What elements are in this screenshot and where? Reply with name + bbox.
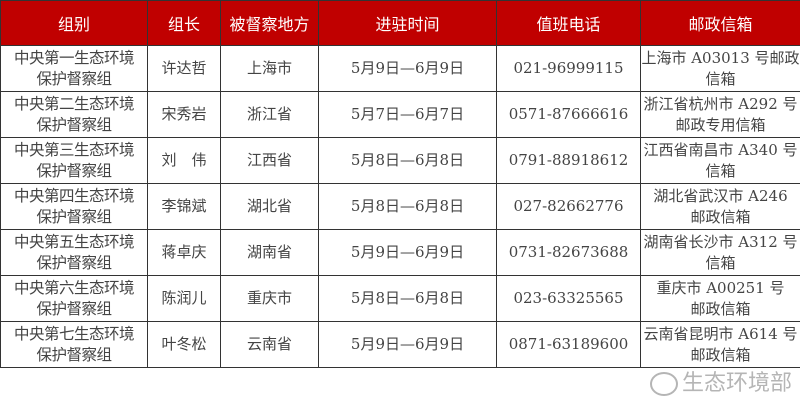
group-cell-line: 保护督察组 xyxy=(36,161,112,180)
mailbox-cell-line: 上海市 A03013 号邮政 xyxy=(641,48,800,67)
group-cell-line: 中央第五生态环境 xyxy=(13,232,135,251)
group-cell-line: 保护督察组 xyxy=(36,345,112,364)
table-row: 中央第七生态环境 保护督察组 叶冬松 云南省 5月9日—6月9日 0871-6318960… xyxy=(0,321,800,368)
place-cell: 重庆市 xyxy=(220,275,319,322)
table-row: 中央第三生态环境 保护督察组刘 伟江西省 5月8日—6月8日 0791-8891861… xyxy=(0,137,800,184)
group-cell: 中央第一生态环境 保护督察组 xyxy=(0,45,148,92)
mailbox-cell: 湖南省长沙市 A312 号信箱 xyxy=(640,229,800,276)
table-row: 中央第六生态环境 保护督察组 陈润儿 重庆市 5月8日—6月8日 023-63325565… xyxy=(0,275,800,322)
time-cell: 5月8日—6月8日 xyxy=(318,275,497,322)
mailbox-cell-line: 邮政信箱 xyxy=(690,345,751,364)
phone-cell: 021-96999115 xyxy=(496,45,641,92)
group-cell-line: 保护督察组 xyxy=(36,115,112,134)
group-cell-line: 中央第二生态环境 xyxy=(13,94,135,113)
weibo-logo-icon xyxy=(649,372,678,396)
mailbox-cell-line: 信箱 xyxy=(705,253,736,272)
mailbox-cell-line: 邮政信箱 xyxy=(690,207,751,226)
mailbox-cell-line: 浙江省杭州市 A292 号 xyxy=(643,94,798,113)
group-cell-line: 保护督察组 xyxy=(36,207,112,226)
header-leader: 组长 xyxy=(147,0,221,46)
group-cell: 中央第七生态环境 保护督察组 xyxy=(0,321,148,368)
mailbox-cell-line: 湖北省武汉市 A246 xyxy=(653,186,788,205)
mailbox-cell-line: 邮政信箱 xyxy=(690,299,751,318)
table-row: 中央第二生态环境 保护督察组 宋秀岩 浙江省 5月7日—6月7日 0571-8766661… xyxy=(0,91,800,138)
table-row: 中央第五生态环境 保护督察组 蒋卓庆 湖南省 5月9日—6月9日 0731-8267368… xyxy=(0,229,800,276)
leader-cell: 刘 伟 xyxy=(147,137,221,184)
mailbox-cell-line: 邮政专用信箱 xyxy=(675,115,766,134)
group-cell: 中央第四生态环境 保护督察组 xyxy=(0,183,148,230)
group-cell: 中央第二生态环境 保护督察组 xyxy=(0,91,148,138)
table-row: 中央第四生态环境 保护督察组 李锦斌 湖北省 5月8日—6月8日 027-82662776… xyxy=(0,183,800,230)
supervision-table: 组别 组长 被督察地方 进驻时间 值班电话 邮政信箱 中央第一生态环境 保护督察组… xyxy=(0,0,800,368)
mailbox-cell: 重庆市 A00251 号邮政信箱 xyxy=(640,275,800,322)
mailbox-cell-line: 云南省昆明市 A614 号 xyxy=(643,324,798,343)
place-cell: 云南省 xyxy=(220,321,319,368)
group-cell: 中央第三生态环境 保护督察组 xyxy=(0,137,148,184)
header-place: 被督察地方 xyxy=(220,0,319,46)
phone-cell: 0871-63189600 xyxy=(496,321,641,368)
mailbox-cell-line: 信箱 xyxy=(705,161,736,180)
phone-cell: 0791-88918612 xyxy=(496,137,641,184)
group-cell: 中央第五生态环境 保护督察组 xyxy=(0,229,148,276)
watermark-text: 生态环境部 xyxy=(681,371,792,396)
header-time: 进驻时间 xyxy=(318,0,497,46)
phone-cell: 0731-82673688 xyxy=(496,229,641,276)
mailbox-cell-line: 江西省南昌市 A340 号 xyxy=(643,140,798,159)
leader-cell: 许达哲 xyxy=(147,45,221,92)
place-cell: 江西省 xyxy=(220,137,319,184)
phone-cell: 0571-87666616 xyxy=(496,91,641,138)
group-cell-line: 保护督察组 xyxy=(36,299,112,318)
header-mailbox: 邮政信箱 xyxy=(640,0,800,46)
leader-cell: 宋秀岩 xyxy=(147,91,221,138)
mailbox-cell: 江西省南昌市 A340 号信箱 xyxy=(640,137,800,184)
phone-cell: 027-82662776 xyxy=(496,183,641,230)
time-cell: 5月9日—6月9日 xyxy=(318,321,497,368)
place-cell: 湖南省 xyxy=(220,229,319,276)
place-cell: 浙江省 xyxy=(220,91,319,138)
group-cell-line: 保护督察组 xyxy=(36,253,112,272)
header-group: 组别 xyxy=(0,0,148,46)
place-cell: 湖北省 xyxy=(220,183,319,230)
mailbox-cell-line: 信箱 xyxy=(705,69,736,88)
group-cell-line: 保护督察组 xyxy=(36,69,112,88)
place-cell: 上海市 xyxy=(220,45,319,92)
table-row: 中央第一生态环境 保护督察组 许达哲 上海市 5月9日—6月9日 021-96999115… xyxy=(0,45,800,92)
header-row: 组别 组长 被督察地方 进驻时间 值班电话 邮政信箱 xyxy=(0,0,800,46)
time-cell: 5月8日—6月8日 xyxy=(318,137,497,184)
header-phone: 值班电话 xyxy=(496,0,641,46)
leader-cell: 蒋卓庆 xyxy=(147,229,221,276)
mailbox-cell-line: 重庆市 A00251 号 xyxy=(656,278,785,297)
leader-cell: 李锦斌 xyxy=(147,183,221,230)
group-cell-line: 中央第三生态环境 xyxy=(13,140,135,159)
time-cell: 5月9日—6月9日 xyxy=(318,45,497,92)
leader-cell: 叶冬松 xyxy=(147,321,221,368)
time-cell: 5月7日—6月7日 xyxy=(318,91,497,138)
time-cell: 5月9日—6月9日 xyxy=(318,229,497,276)
group-cell-line: 中央第六生态环境 xyxy=(13,278,135,297)
mailbox-cell: 云南省昆明市 A614 号邮政信箱 xyxy=(640,321,800,368)
mailbox-cell: 浙江省杭州市 A292 号邮政专用信箱 xyxy=(640,91,800,138)
mailbox-cell: 湖北省武汉市 A246 邮政信箱 xyxy=(640,183,800,230)
group-cell-line: 中央第七生态环境 xyxy=(13,324,135,343)
leader-cell: 陈润儿 xyxy=(147,275,221,322)
group-cell: 中央第六生态环境 保护督察组 xyxy=(0,275,148,322)
group-cell-line: 中央第一生态环境 xyxy=(13,48,135,67)
watermark: 生态环境部 xyxy=(649,371,792,397)
mailbox-cell: 上海市 A03013 号邮政 信箱 xyxy=(640,45,800,92)
group-cell-line: 中央第四生态环境 xyxy=(13,186,135,205)
phone-cell: 023-63325565 xyxy=(496,275,641,322)
time-cell: 5月8日—6月8日 xyxy=(318,183,497,230)
mailbox-cell-line: 湖南省长沙市 A312 号 xyxy=(643,232,798,251)
